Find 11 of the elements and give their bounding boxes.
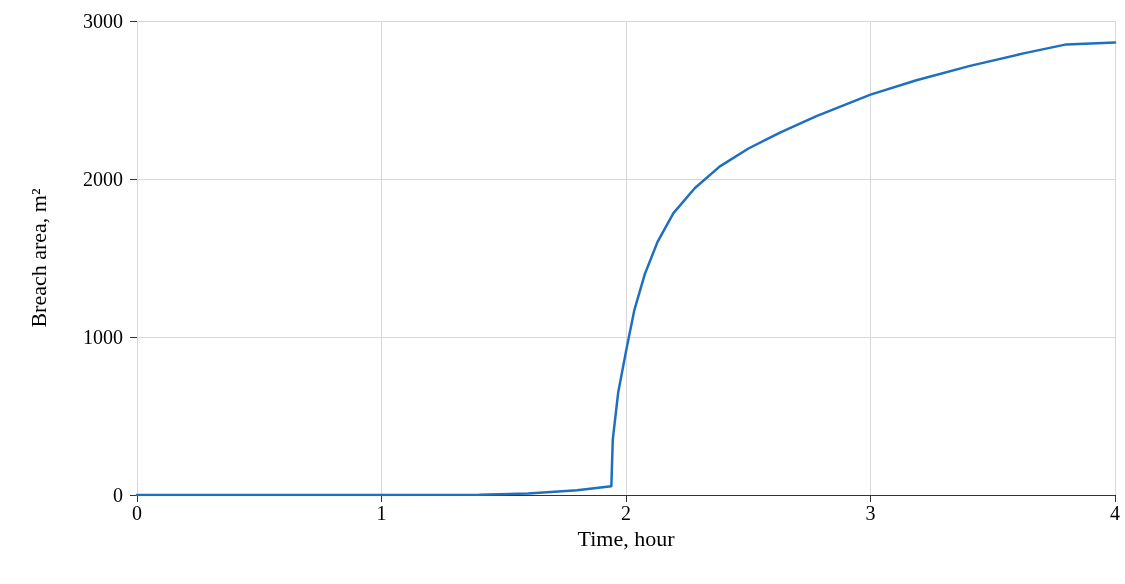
y-tick-label: 0 bbox=[113, 484, 123, 506]
x-tick-label: 4 bbox=[1110, 502, 1120, 524]
x-tick-label: 1 bbox=[376, 502, 387, 524]
x-tick-label: 0 bbox=[132, 502, 142, 524]
x-tick-label: 2 bbox=[621, 502, 631, 524]
y-tick-label: 2000 bbox=[83, 168, 123, 190]
y-axis-title: Breach area, m² bbox=[25, 188, 51, 328]
y-tick-label: 1000 bbox=[83, 326, 123, 348]
x-axis-title: Time, hour bbox=[577, 526, 676, 552]
y-tick-label: 3000 bbox=[83, 10, 123, 32]
x-tick-label: 3 bbox=[865, 502, 876, 524]
